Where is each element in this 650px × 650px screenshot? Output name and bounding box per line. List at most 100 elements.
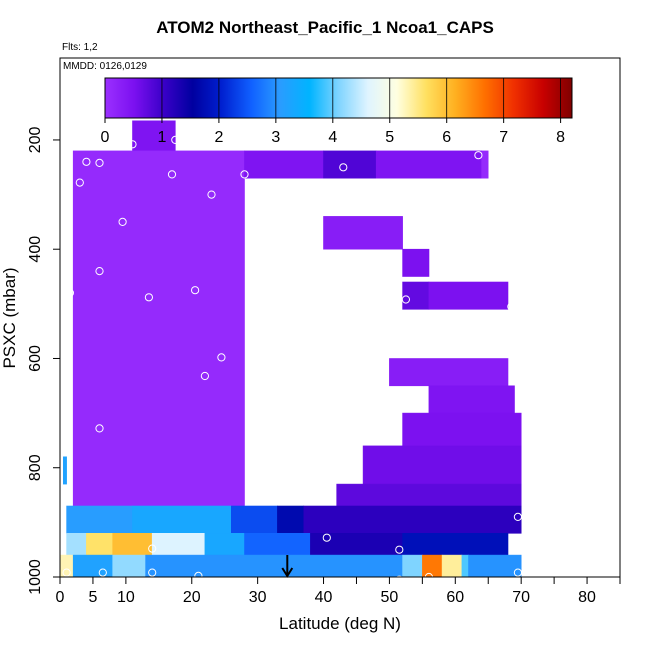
- x-tick-label: 40: [315, 589, 333, 606]
- heatmap-cell: [461, 554, 469, 578]
- chart-title: ATOM2 Northeast_Pacific_1 Ncoa1_CAPS: [156, 18, 494, 37]
- sample-point: [75, 178, 84, 187]
- heatmap-cell: [422, 554, 443, 578]
- sample-point: [207, 190, 216, 199]
- sample-point: [148, 544, 157, 553]
- sample-point: [191, 286, 200, 295]
- x-tick-label: 60: [446, 589, 464, 606]
- x-tick-label: 30: [249, 589, 267, 606]
- sample-point: [507, 302, 516, 311]
- sample-point: [395, 575, 404, 584]
- colorbar-tick-label: 5: [385, 129, 394, 146]
- colorbar-tick-label: 6: [442, 129, 451, 146]
- colorbar-tick-label: 7: [499, 129, 508, 146]
- flights-note: Flts: 1,2: [62, 42, 98, 53]
- heatmap-cell: [244, 532, 311, 556]
- sample-point: [98, 568, 107, 577]
- heatmap-cell: [336, 483, 522, 507]
- plot-frame: [59, 57, 621, 578]
- colorbar-tick-label: 4: [328, 129, 337, 146]
- heatmap-cell: [244, 150, 324, 179]
- heatmap-cell: [112, 554, 146, 578]
- y-tick-label: 200: [27, 127, 44, 154]
- x-axis: 0 5 10 20 30 40 50 60 70 80: [56, 577, 621, 606]
- sample-point: [513, 568, 523, 577]
- x-tick-label: 50: [381, 589, 399, 606]
- sample-points: [59, 135, 523, 586]
- sample-point: [309, 269, 318, 278]
- heatmap-cell: [375, 150, 482, 179]
- y-tick-label: 600: [27, 345, 44, 372]
- sample-point: [200, 371, 209, 381]
- heatmap-cell: [72, 150, 245, 507]
- heatmap-cell: [277, 505, 305, 534]
- sample-point: [65, 288, 75, 297]
- heatmap-cell: [132, 120, 176, 152]
- heatmap-cell: [402, 532, 509, 556]
- heatmap-cell: [66, 532, 87, 556]
- y-tick-label: 1000: [27, 559, 44, 595]
- heatmap-cell: [310, 532, 403, 556]
- sample-point: [240, 170, 249, 179]
- heatmap-cell: [145, 554, 403, 578]
- sample-point: [401, 295, 410, 304]
- x-tick-label: 20: [183, 589, 201, 606]
- date-note: MMDD: 0126,0129: [63, 61, 147, 72]
- latitude-marker-arrow: [281, 555, 294, 578]
- sample-point: [378, 183, 387, 193]
- heatmap-cell: [59, 554, 74, 578]
- colorbar-tick-label: 3: [271, 129, 280, 146]
- sample-point: [194, 571, 203, 581]
- marker-head: [281, 567, 294, 578]
- sample-point: [95, 424, 104, 433]
- sample-point: [148, 568, 157, 577]
- heatmap-cell: [323, 216, 403, 250]
- sample-point: [316, 178, 325, 187]
- y-tick-label: 400: [27, 236, 44, 263]
- heatmap-cell: [62, 456, 67, 485]
- heatmap-cell: [132, 505, 232, 534]
- heatmap-cell: [402, 248, 430, 277]
- heatmap-cell: [468, 554, 522, 578]
- sample-point: [217, 353, 226, 362]
- sample-point: [95, 267, 104, 276]
- y-tick-label: 800: [27, 454, 44, 481]
- colorbar: 0 1 2 3 4 5 6 7 8: [101, 77, 573, 146]
- heatmap-cells: [59, 120, 522, 578]
- heatmap-cell: [323, 150, 377, 179]
- heatmap-cell: [303, 505, 522, 534]
- sample-point: [144, 293, 153, 302]
- colorbar-tick-label: 2: [214, 129, 223, 146]
- sample-point: [322, 533, 331, 542]
- sample-point: [359, 577, 368, 586]
- sample-point: [405, 231, 414, 240]
- sample-point: [322, 496, 331, 505]
- colorbar-tick-label: 8: [556, 129, 565, 146]
- sample-point: [355, 289, 364, 299]
- heatmap-cell: [231, 505, 278, 534]
- sample-point: [411, 231, 420, 240]
- x-axis-label: Latitude (deg N): [279, 614, 401, 633]
- colorbar-border: [104, 77, 573, 119]
- colorbar-tick-label: 0: [101, 129, 110, 146]
- heatmap-cell: [204, 532, 245, 556]
- sample-point: [62, 568, 71, 577]
- sample-point: [299, 178, 308, 187]
- sample-point: [362, 346, 371, 355]
- y-axis: 200 400 600 800 1000: [27, 127, 60, 595]
- heatmap-cell: [66, 505, 133, 534]
- sample-point: [118, 217, 127, 226]
- sample-point: [395, 545, 404, 554]
- heatmap-cell: [86, 532, 114, 556]
- heatmap-cell: [362, 445, 522, 485]
- colorbar-tick-label: 1: [157, 129, 166, 146]
- x-tick-label: 70: [512, 589, 530, 606]
- sample-point: [62, 343, 71, 352]
- sample-point: [128, 140, 137, 149]
- heatmap-cell: [72, 554, 113, 578]
- x-tick-label: 80: [578, 589, 596, 606]
- x-tick-label: 5: [88, 589, 97, 606]
- sample-point: [82, 157, 91, 166]
- heatmap-cell: [428, 281, 509, 310]
